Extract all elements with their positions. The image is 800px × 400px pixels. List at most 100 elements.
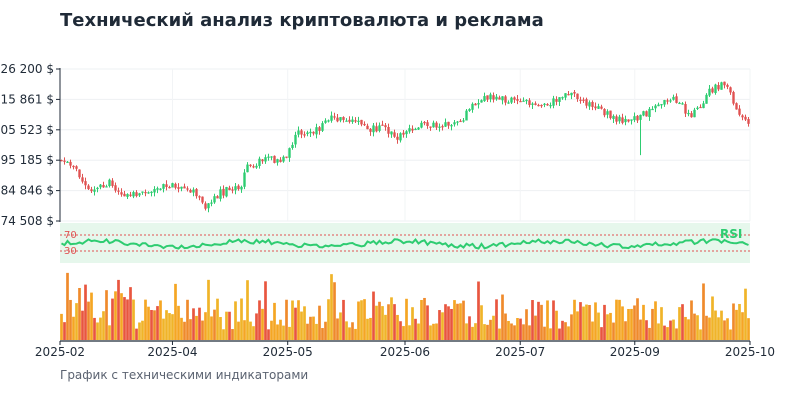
price-grid xyxy=(59,68,751,222)
candle-body xyxy=(732,92,735,104)
volume-bar xyxy=(681,304,684,340)
volume-bar xyxy=(702,283,705,340)
volume-bar xyxy=(555,310,558,340)
candle-body xyxy=(642,111,645,116)
volume-bar xyxy=(618,299,621,340)
candle-body xyxy=(372,125,375,133)
candle-body xyxy=(360,119,363,125)
candle-body xyxy=(564,93,567,98)
volume-bar xyxy=(147,306,150,340)
candle-body xyxy=(375,126,378,132)
candle-body xyxy=(189,189,192,193)
candle-body xyxy=(603,108,606,116)
candle-body xyxy=(657,104,660,107)
volume-bar xyxy=(528,325,531,340)
candle-body xyxy=(531,103,534,105)
candle-body xyxy=(186,188,189,190)
candle-body xyxy=(444,122,447,127)
volume-bar xyxy=(420,299,423,340)
volume-bar xyxy=(345,321,348,340)
candle-body xyxy=(717,85,720,90)
candle-body xyxy=(345,120,348,122)
volume-bar xyxy=(723,320,726,340)
candle-body xyxy=(669,100,672,102)
candle-body xyxy=(735,103,738,110)
candle-body xyxy=(180,186,183,189)
candle-body xyxy=(408,128,411,132)
volume-bar xyxy=(741,312,744,340)
volume-bar xyxy=(717,317,720,340)
candle-body xyxy=(387,126,390,134)
volume-bar xyxy=(519,318,522,340)
candle-body xyxy=(468,109,471,111)
candle-body xyxy=(90,189,93,192)
volume-bar xyxy=(405,298,408,340)
candle-body xyxy=(210,202,213,204)
candle-body xyxy=(567,94,570,96)
volume-bar xyxy=(102,311,105,340)
volume-bar xyxy=(225,311,228,340)
candle-body xyxy=(693,109,696,118)
volume-bar xyxy=(228,311,231,340)
volume-bar xyxy=(213,309,216,340)
candle-body xyxy=(99,184,102,188)
volume-series xyxy=(60,272,750,340)
volume-bar xyxy=(156,306,159,340)
candle-body xyxy=(666,100,669,102)
volume-bar xyxy=(270,320,273,340)
candle-body xyxy=(195,189,198,197)
volume-bar xyxy=(276,324,279,340)
volume-bar xyxy=(132,299,135,340)
volume-bar xyxy=(261,308,264,340)
candle-body xyxy=(66,161,69,163)
volume-bar xyxy=(69,299,72,340)
volume-bar xyxy=(384,314,387,340)
candle-body xyxy=(246,164,249,173)
candle-body xyxy=(624,118,627,123)
candle-body xyxy=(114,185,117,191)
volume-bar xyxy=(204,312,207,340)
candle-body xyxy=(522,100,525,102)
candle-body xyxy=(516,99,519,101)
candle-body xyxy=(708,88,711,96)
volume-bar xyxy=(540,304,543,340)
volume-bar xyxy=(168,313,171,340)
volume-bar xyxy=(93,317,96,340)
candle-body xyxy=(507,102,510,104)
volume-bar xyxy=(240,298,243,340)
candle-body xyxy=(198,196,201,198)
volume-bar xyxy=(582,306,585,340)
volume-bar xyxy=(576,311,579,340)
volume-bar xyxy=(531,300,534,340)
volume-bar xyxy=(483,324,486,340)
date-tick-labels: 2025-02 2025-04 2025-05 2025-06 2025-07 2025-… xyxy=(35,341,775,359)
volume-bar xyxy=(75,303,78,340)
candle-body xyxy=(111,180,114,186)
candle-body xyxy=(129,194,132,196)
volume-bar xyxy=(585,304,588,340)
candle-body xyxy=(231,189,234,191)
candle-body xyxy=(480,100,483,103)
candle-body xyxy=(495,96,498,100)
candle-body xyxy=(366,125,369,130)
candle-body xyxy=(144,192,147,194)
price-tick-label: 95 185 $ xyxy=(1,153,54,167)
volume-bar xyxy=(462,300,465,340)
volume-bar xyxy=(90,292,93,340)
candle-body xyxy=(615,116,618,122)
candle-body xyxy=(573,92,576,94)
candle-body xyxy=(417,127,420,130)
volume-bar xyxy=(675,328,678,340)
volume-bar xyxy=(738,303,741,340)
volume-bar xyxy=(291,300,294,340)
candle-body xyxy=(621,117,624,123)
candle-body xyxy=(699,106,702,109)
volume-bar xyxy=(216,298,219,340)
volume-bar xyxy=(480,305,483,340)
candle-body xyxy=(381,124,384,126)
volume-bar xyxy=(201,320,204,340)
rsi-upper-label: 70 xyxy=(64,230,77,241)
candle-body xyxy=(237,185,240,190)
rsi-line xyxy=(61,237,749,250)
